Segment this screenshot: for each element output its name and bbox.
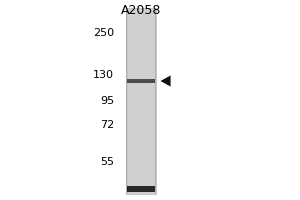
- Polygon shape: [160, 75, 171, 87]
- Text: 55: 55: [100, 157, 114, 167]
- Text: A2058: A2058: [121, 4, 161, 18]
- Bar: [126, 8, 128, 194]
- Bar: [154, 8, 156, 194]
- Bar: [126, 8, 127, 194]
- Bar: [155, 8, 156, 194]
- Text: 72: 72: [100, 120, 114, 130]
- Bar: [127, 186, 155, 192]
- Bar: [126, 8, 156, 194]
- Text: 130: 130: [93, 70, 114, 80]
- Bar: [127, 79, 155, 83]
- Text: 95: 95: [100, 96, 114, 106]
- Text: 250: 250: [93, 28, 114, 38]
